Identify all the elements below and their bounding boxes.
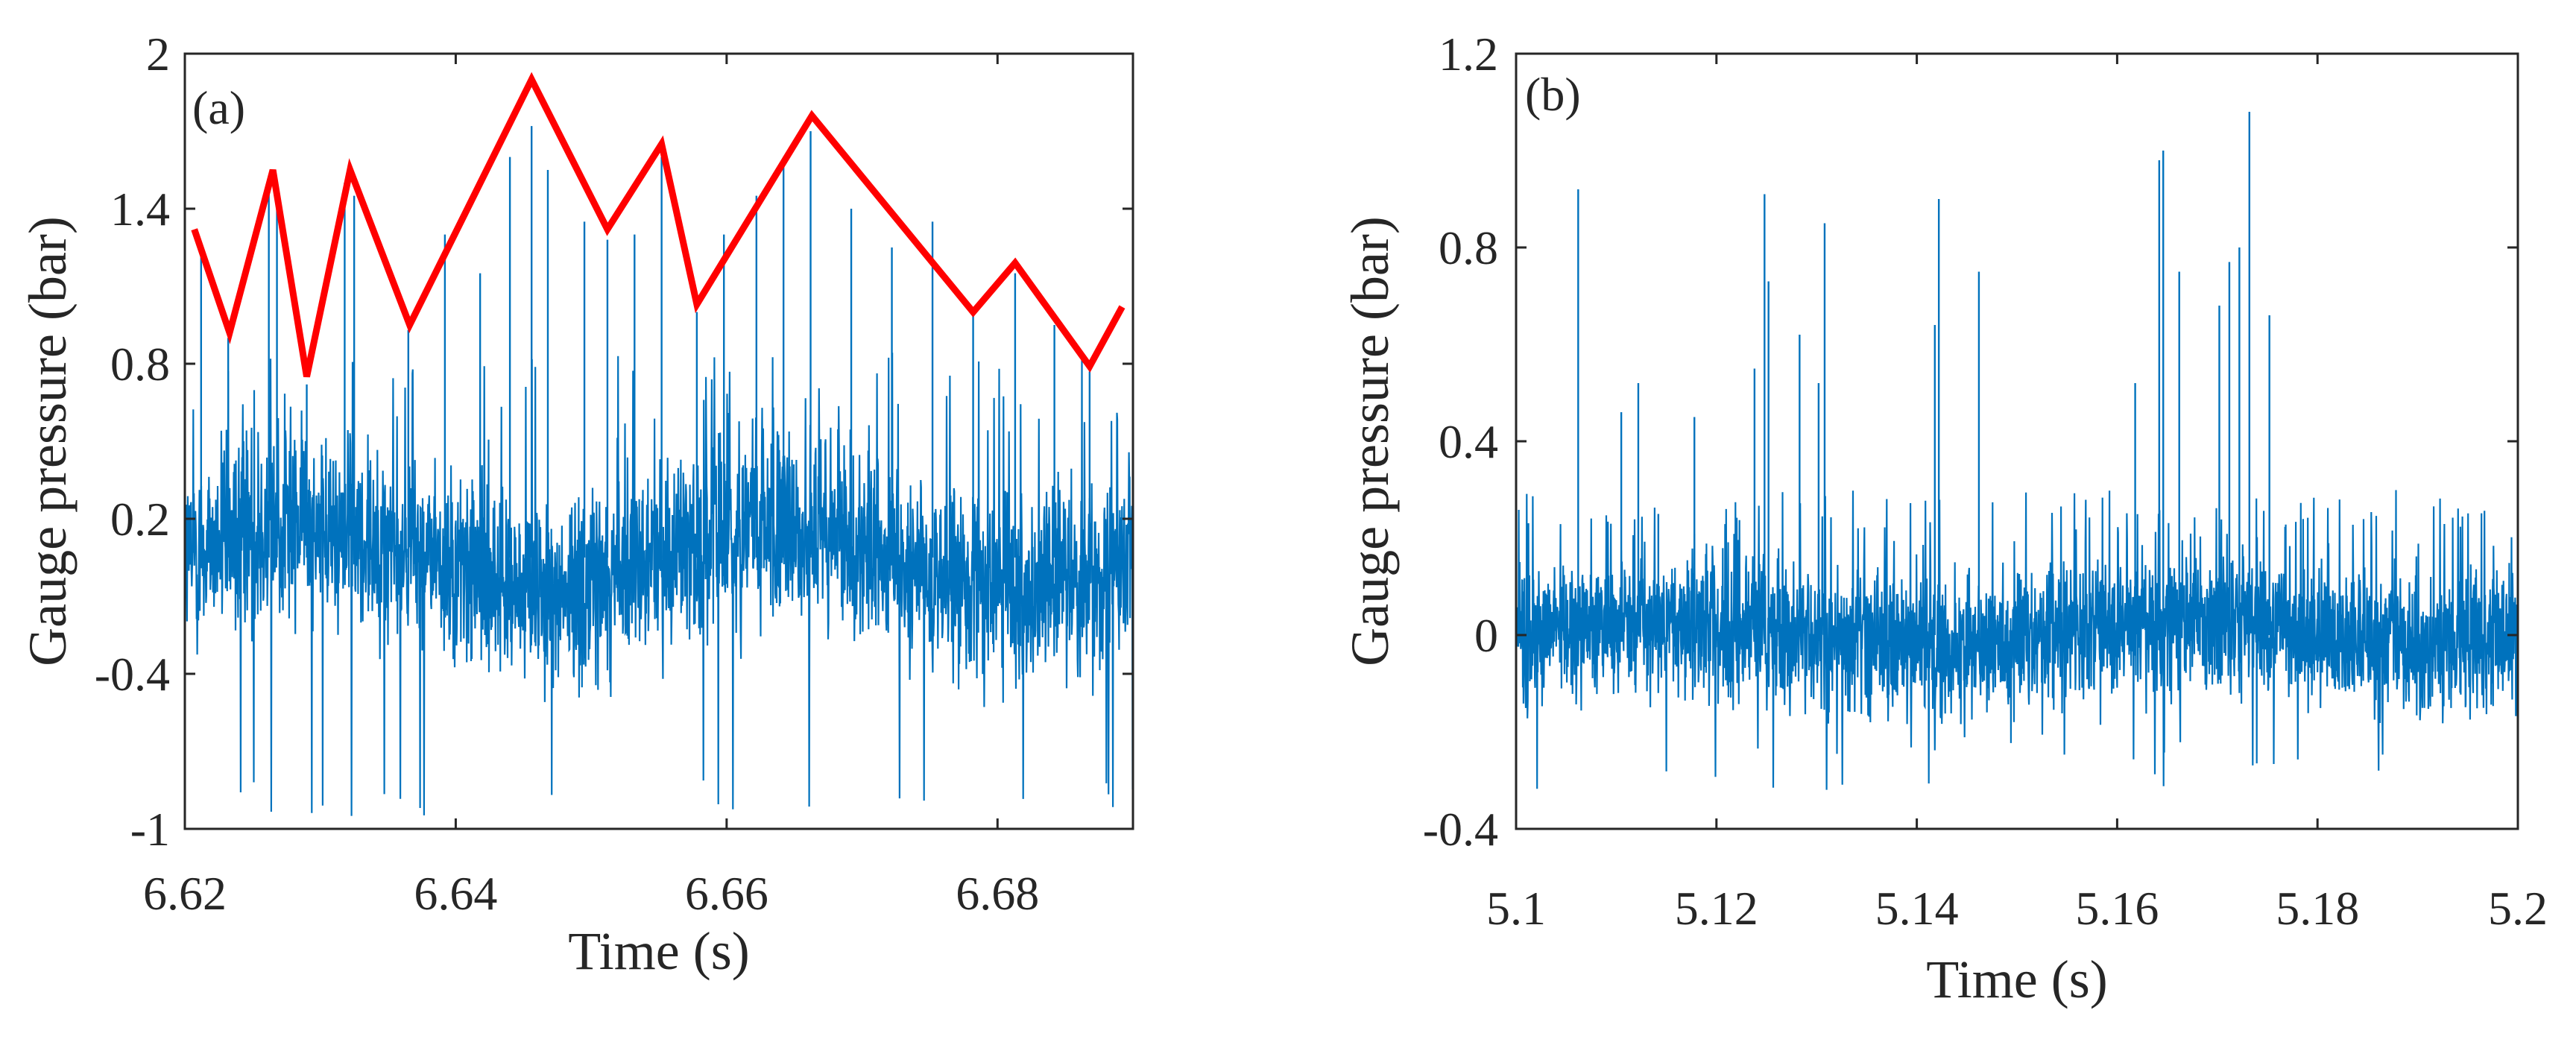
panel-a-axes-box (183, 52, 1134, 830)
x-tick-label: 5.12 (1675, 882, 1758, 935)
envelope-line (191, 72, 1126, 378)
y-tick-label: -0.4 (95, 648, 170, 701)
x-tick-label: 6.64 (414, 867, 497, 920)
x-tick-label: 5.14 (1875, 882, 1959, 935)
y-tick-label: 1.4 (110, 183, 170, 236)
panel-b-y-axis-title: Gauge pressure (bar) (1340, 216, 1400, 666)
y-tick-label: 0.8 (110, 338, 170, 391)
signal-trace (185, 353, 1133, 816)
y-tick-label: 1.2 (1439, 28, 1498, 81)
x-tick-label: 5.18 (2276, 882, 2359, 935)
x-tick-label: 5.16 (2075, 882, 2159, 935)
panel-a-x-axis-title: Time (s) (568, 921, 749, 981)
panel-b-x-ticks: 5.1 5.12 5.14 5.16 5.18 5.2 (1486, 54, 2548, 935)
panel-a-y-axis-title: Gauge pressure (bar) (18, 216, 78, 666)
y-tick-label: 0.8 (1439, 221, 1498, 274)
panel-a-signal-series (185, 126, 1133, 816)
panel-b-label: (b) (1525, 68, 1581, 121)
x-tick-label: 5.2 (2488, 882, 2548, 935)
panel-b-x-axis-title: Time (s) (1926, 950, 2107, 1009)
panel-a-x-ticks: 6.62 6.64 6.66 6.68 (143, 54, 1039, 920)
y-tick-label: -0.4 (1423, 803, 1498, 856)
panel-b-signal-series (1516, 112, 2518, 790)
panel-a-label: (a) (192, 81, 245, 134)
y-tick-label: 0 (1474, 609, 1498, 662)
panel-b-y-ticks: -0.4 0 0.4 0.8 1.2 (1423, 28, 2518, 856)
x-tick-label: 6.68 (956, 867, 1039, 920)
x-tick-label: 5.1 (1486, 882, 1546, 935)
panel-b: 5.1 5.12 5.14 5.16 5.18 5.2 -0.4 0 0.4 0.8 1.2 (b… (1340, 28, 2548, 1009)
y-tick-label: 0.2 (110, 493, 170, 546)
y-tick-label: -1 (130, 803, 170, 856)
panel-a-y-ticks: -1 -0.4 0.2 0.8 1.4 2 (95, 28, 1133, 856)
y-tick-label: 0.4 (1439, 415, 1498, 468)
x-tick-label: 6.62 (143, 867, 227, 920)
x-tick-label: 6.66 (685, 867, 768, 920)
panel-a-envelope-series (191, 72, 1126, 378)
y-tick-label: 2 (146, 28, 170, 81)
signal-trace (1516, 490, 2518, 790)
